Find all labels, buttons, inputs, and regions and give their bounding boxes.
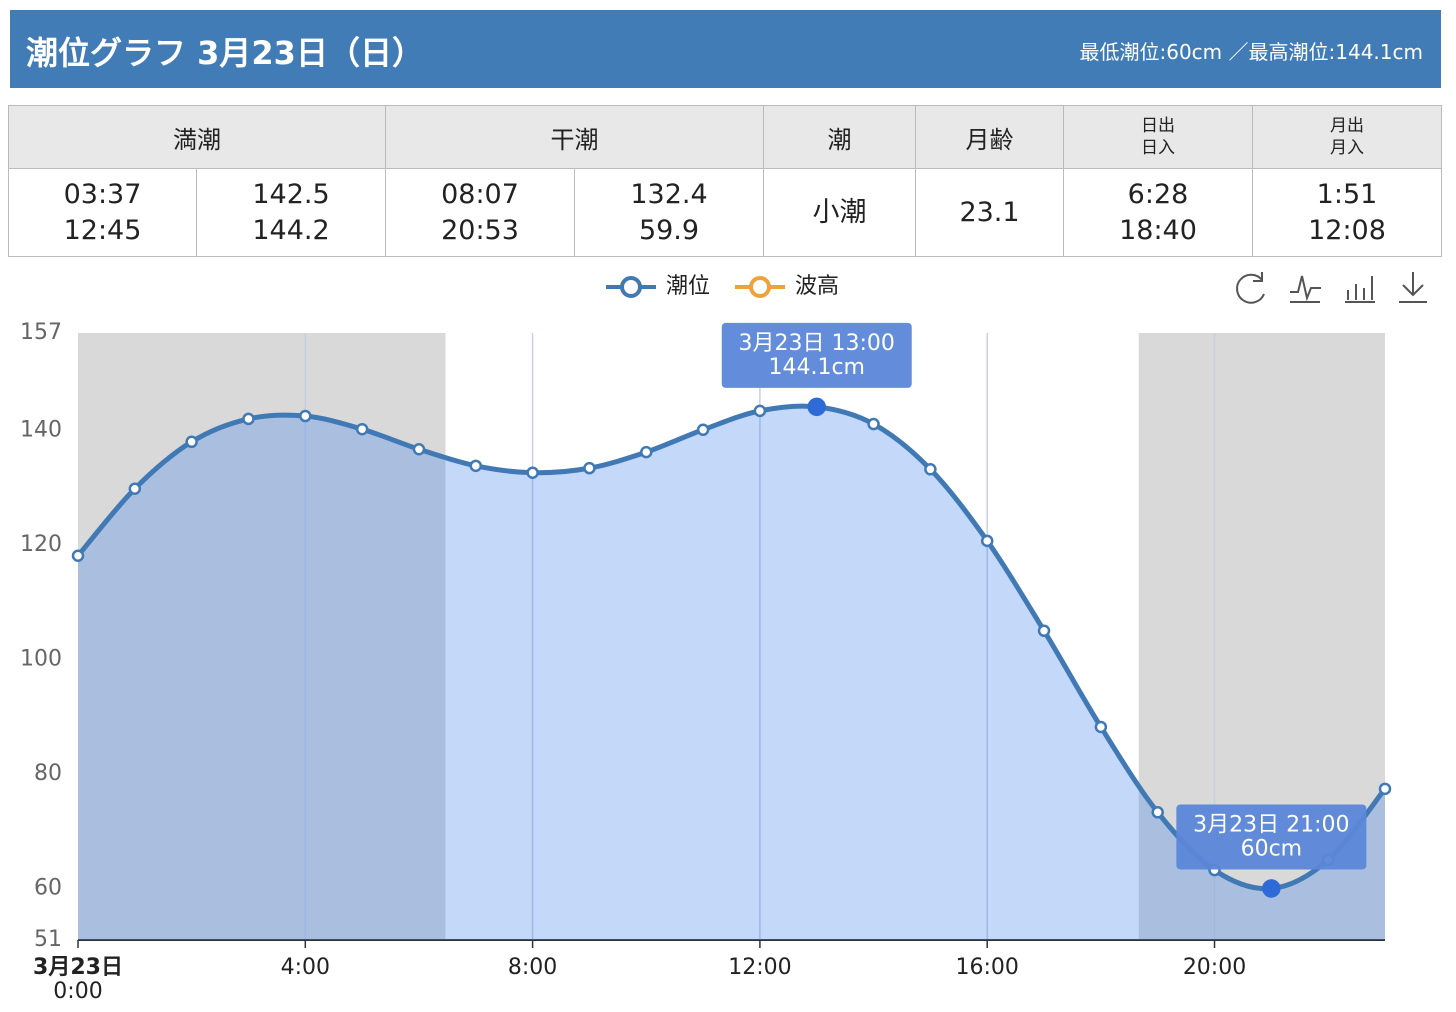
cell: 小潮 <box>763 168 916 257</box>
th: 潮 <box>763 105 916 169</box>
area <box>78 406 1385 941</box>
title: 潮位グラフ 3月23日（日） <box>26 34 424 72</box>
cell-line: 6:28 <box>1127 178 1189 210</box>
bar-icon[interactable] <box>1345 276 1375 303</box>
point <box>753 404 767 418</box>
tooltip-title: 3月23日 13:00 <box>739 331 895 356</box>
y-tick-label: 140 <box>20 417 62 442</box>
cell-line: 59.9 <box>638 214 700 246</box>
point <box>469 459 483 473</box>
cell-line: 20:53 <box>441 214 519 246</box>
point <box>299 409 312 423</box>
cell-line: 08:07 <box>441 178 519 210</box>
y-tick-label: 80 <box>34 761 62 786</box>
y-tick-label: 157 <box>20 320 62 345</box>
point <box>583 461 596 475</box>
y-tick-label: 60 <box>34 875 62 900</box>
point <box>412 442 426 456</box>
x-tick-label: 4:00 <box>281 955 330 980</box>
toolbar <box>1236 272 1427 304</box>
header: 潮位グラフ 3月23日（日） 最低潮位:60cm ／最高潮位:144.1cm <box>10 10 1441 88</box>
cell: 142.5 144.2 <box>196 168 386 257</box>
point <box>185 435 198 449</box>
th: 日出 日入 <box>1063 105 1253 169</box>
legend-label: 波高 <box>795 274 839 299</box>
tooltip-box <box>1176 804 1367 870</box>
row: 03:37 12:45 142.5 144.2 08:07 20:53 132.4 59.9 小… <box>8 168 1442 257</box>
point <box>640 445 653 459</box>
th: 月出 月入 <box>1252 105 1442 169</box>
y-tick-label: 120 <box>20 532 62 557</box>
point <box>924 463 937 476</box>
cell-line: 18:40 <box>1119 214 1197 246</box>
point <box>355 422 369 436</box>
tide-table: 満潮 干潮 潮 月齢 日出 日入 月出 月入 03:37 12:45 142.5 144.… <box>8 105 1442 257</box>
y-tick-label: 51 <box>34 927 62 952</box>
point <box>1151 806 1164 819</box>
point <box>128 482 142 496</box>
point <box>980 534 994 548</box>
cell: 23.1 <box>915 168 1064 257</box>
y-tick-label: 100 <box>20 646 62 671</box>
point <box>242 412 255 426</box>
tooltip-box <box>721 322 912 388</box>
x-date-label: 3月23日 <box>33 955 123 980</box>
legend-marker <box>620 276 642 298</box>
point <box>696 423 710 437</box>
cell-line: 12:45 <box>63 214 142 246</box>
refresh-icon[interactable] <box>1236 272 1265 304</box>
x-tick-label: 8:00 <box>508 955 557 980</box>
highlight-point <box>1262 879 1281 898</box>
cell-line: 132.4 <box>630 178 708 210</box>
th-line: 月入 <box>1330 138 1364 158</box>
th-line: 日入 <box>1141 138 1175 158</box>
cell-line: 03:37 <box>63 178 142 210</box>
x-tick-label: 20:00 <box>1183 955 1246 980</box>
tooltip-value: 144.1cm <box>768 355 865 380</box>
point <box>1037 624 1051 638</box>
legend-marker <box>749 276 771 298</box>
point <box>526 466 539 479</box>
th-line: 月出 <box>1330 116 1364 136</box>
highlight-point <box>807 397 826 417</box>
x-tick-label: 12:00 <box>728 955 791 980</box>
th-line: 日出 <box>1141 116 1175 136</box>
cell-line: 144.2 <box>252 214 330 246</box>
cell-line: 小潮 <box>812 196 867 228</box>
point <box>1378 782 1392 796</box>
cell-line: 12:08 <box>1308 214 1386 246</box>
download-icon[interactable] <box>1399 272 1427 303</box>
line-icon[interactable] <box>1290 275 1321 303</box>
x-tick-label: 0:00 <box>53 979 102 1004</box>
legend-label: 潮位 <box>666 274 710 299</box>
cell: 1:51 12:08 <box>1252 168 1442 257</box>
tooltip-title: 3月23日 21:00 <box>1193 812 1349 837</box>
cell-line: 23.1 <box>959 196 1020 228</box>
tooltip-value: 60cm <box>1241 836 1303 861</box>
point <box>867 417 880 431</box>
point <box>1094 720 1108 734</box>
cell: 6:28 18:40 <box>1063 168 1253 257</box>
cell-line: 1:51 <box>1316 178 1378 210</box>
point <box>71 549 85 563</box>
summary: 最低潮位:60cm ／最高潮位:144.1cm <box>1079 40 1424 64</box>
cell: 03:37 12:45 <box>8 168 197 257</box>
cell-line: 142.5 <box>252 178 330 210</box>
th: 月齢 <box>915 105 1064 169</box>
cell: 08:07 20:53 <box>385 168 575 257</box>
x-tick-label: 16:00 <box>956 955 1019 980</box>
